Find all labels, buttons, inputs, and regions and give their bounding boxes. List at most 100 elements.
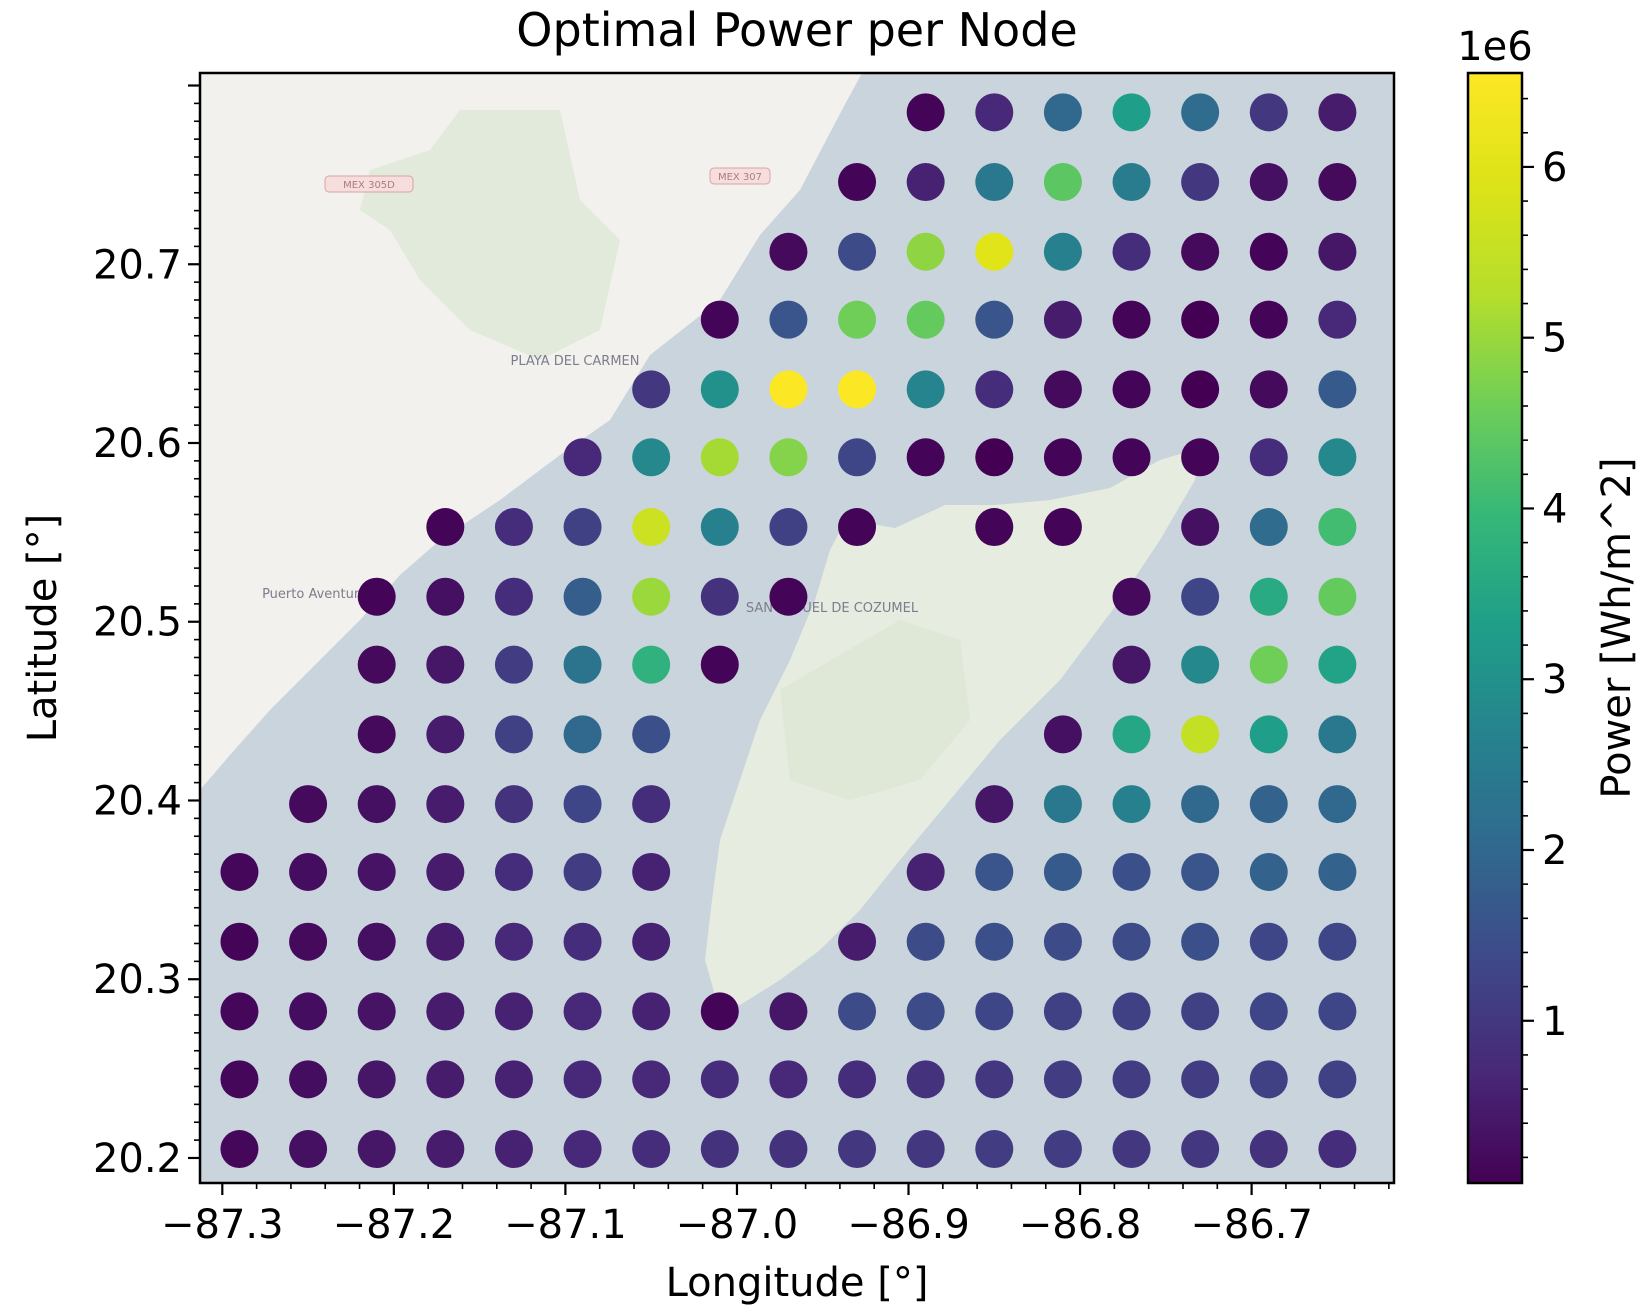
data-point	[357, 922, 396, 961]
data-point	[494, 785, 533, 824]
data-point	[632, 370, 671, 409]
data-point	[494, 852, 533, 891]
data-point	[632, 852, 671, 891]
data-point	[975, 508, 1014, 547]
data-point	[1249, 1060, 1288, 1099]
x-axis: −87.3 −87.2 −87.1 −87.0 −86.9 −86.8 −86.7	[161, 1183, 1390, 1248]
data-point	[1318, 1130, 1357, 1169]
data-point	[769, 992, 808, 1031]
road-shield-307	[709, 167, 771, 185]
data-point	[769, 438, 808, 477]
data-point	[1249, 1130, 1288, 1169]
data-point	[1181, 508, 1220, 547]
data-point	[1249, 852, 1288, 891]
data-point	[494, 645, 533, 684]
data-point	[357, 1130, 396, 1169]
data-point	[838, 232, 877, 271]
data-point	[494, 922, 533, 961]
data-point	[632, 577, 671, 616]
data-point	[632, 1060, 671, 1099]
data-point	[494, 992, 533, 1031]
data-point	[838, 922, 877, 961]
data-point	[975, 163, 1014, 202]
y-axis-title: Latitude [°]	[20, 514, 66, 743]
data-point	[1112, 715, 1151, 754]
data-point	[289, 922, 328, 961]
data-point	[769, 1060, 808, 1099]
data-point	[906, 1060, 945, 1099]
colorbar-tick-label: 5	[1542, 316, 1567, 362]
data-point	[1318, 645, 1357, 684]
data-point	[1181, 992, 1220, 1031]
data-point	[1318, 508, 1357, 547]
data-point	[1181, 922, 1220, 961]
data-point	[1318, 1060, 1357, 1099]
data-point	[906, 852, 945, 891]
data-point	[494, 1060, 533, 1099]
data-point	[1043, 922, 1082, 961]
y-axis: 20.2 20.3 20.4 20.5 20.6 20.7	[93, 84, 200, 1182]
data-point	[1249, 715, 1288, 754]
map-label-playa: PLAYA DEL CARMEN	[511, 354, 640, 369]
data-point	[838, 1130, 877, 1169]
data-point	[975, 232, 1014, 271]
y-tick-label: 20.3	[93, 957, 182, 1003]
data-point	[700, 370, 739, 409]
data-point	[1112, 785, 1151, 824]
data-point	[220, 992, 259, 1031]
x-tick-label: −87.1	[504, 1202, 627, 1248]
data-point	[700, 1130, 739, 1169]
data-point	[1043, 715, 1082, 754]
data-point	[357, 1060, 396, 1099]
data-point	[769, 1130, 808, 1169]
data-point	[1112, 370, 1151, 409]
data-point	[494, 715, 533, 754]
data-point	[838, 1060, 877, 1099]
data-point	[1043, 1060, 1082, 1099]
data-point	[426, 508, 465, 547]
colorbar-tick-label: 1	[1542, 999, 1567, 1045]
data-point	[906, 992, 945, 1031]
data-point	[1249, 992, 1288, 1031]
data-point	[426, 992, 465, 1031]
data-point	[1112, 577, 1151, 616]
data-point	[1112, 992, 1151, 1031]
data-point	[769, 300, 808, 339]
data-point	[700, 300, 739, 339]
data-point	[1318, 232, 1357, 271]
data-point	[632, 785, 671, 824]
colorbar-ticks: 1 2 3 4 5 6	[1522, 97, 1567, 1159]
data-point	[769, 232, 808, 271]
data-point	[632, 715, 671, 754]
data-point	[426, 1130, 465, 1169]
road-shield-305d	[324, 175, 414, 193]
data-point	[975, 370, 1014, 409]
data-point	[1181, 370, 1220, 409]
data-point	[769, 370, 808, 409]
data-point	[632, 645, 671, 684]
y-tick-label: 20.7	[93, 242, 182, 288]
data-point	[1181, 163, 1220, 202]
data-point	[494, 1130, 533, 1169]
data-points	[220, 93, 1357, 1169]
data-point	[906, 922, 945, 961]
data-point	[906, 232, 945, 271]
data-point	[494, 577, 533, 616]
data-point	[1318, 922, 1357, 961]
data-point	[1112, 232, 1151, 271]
data-point	[1318, 93, 1357, 132]
data-point	[220, 922, 259, 961]
data-point	[838, 300, 877, 339]
data-point	[563, 715, 602, 754]
data-point	[426, 1060, 465, 1099]
data-point	[1249, 370, 1288, 409]
x-tick-label: −86.8	[1019, 1202, 1142, 1248]
data-point	[975, 300, 1014, 339]
data-point	[906, 163, 945, 202]
x-axis-title: Longitude [°]	[666, 1260, 929, 1306]
data-point	[1181, 93, 1220, 132]
data-point	[1181, 438, 1220, 477]
data-point	[1181, 1130, 1220, 1169]
data-point	[289, 785, 328, 824]
